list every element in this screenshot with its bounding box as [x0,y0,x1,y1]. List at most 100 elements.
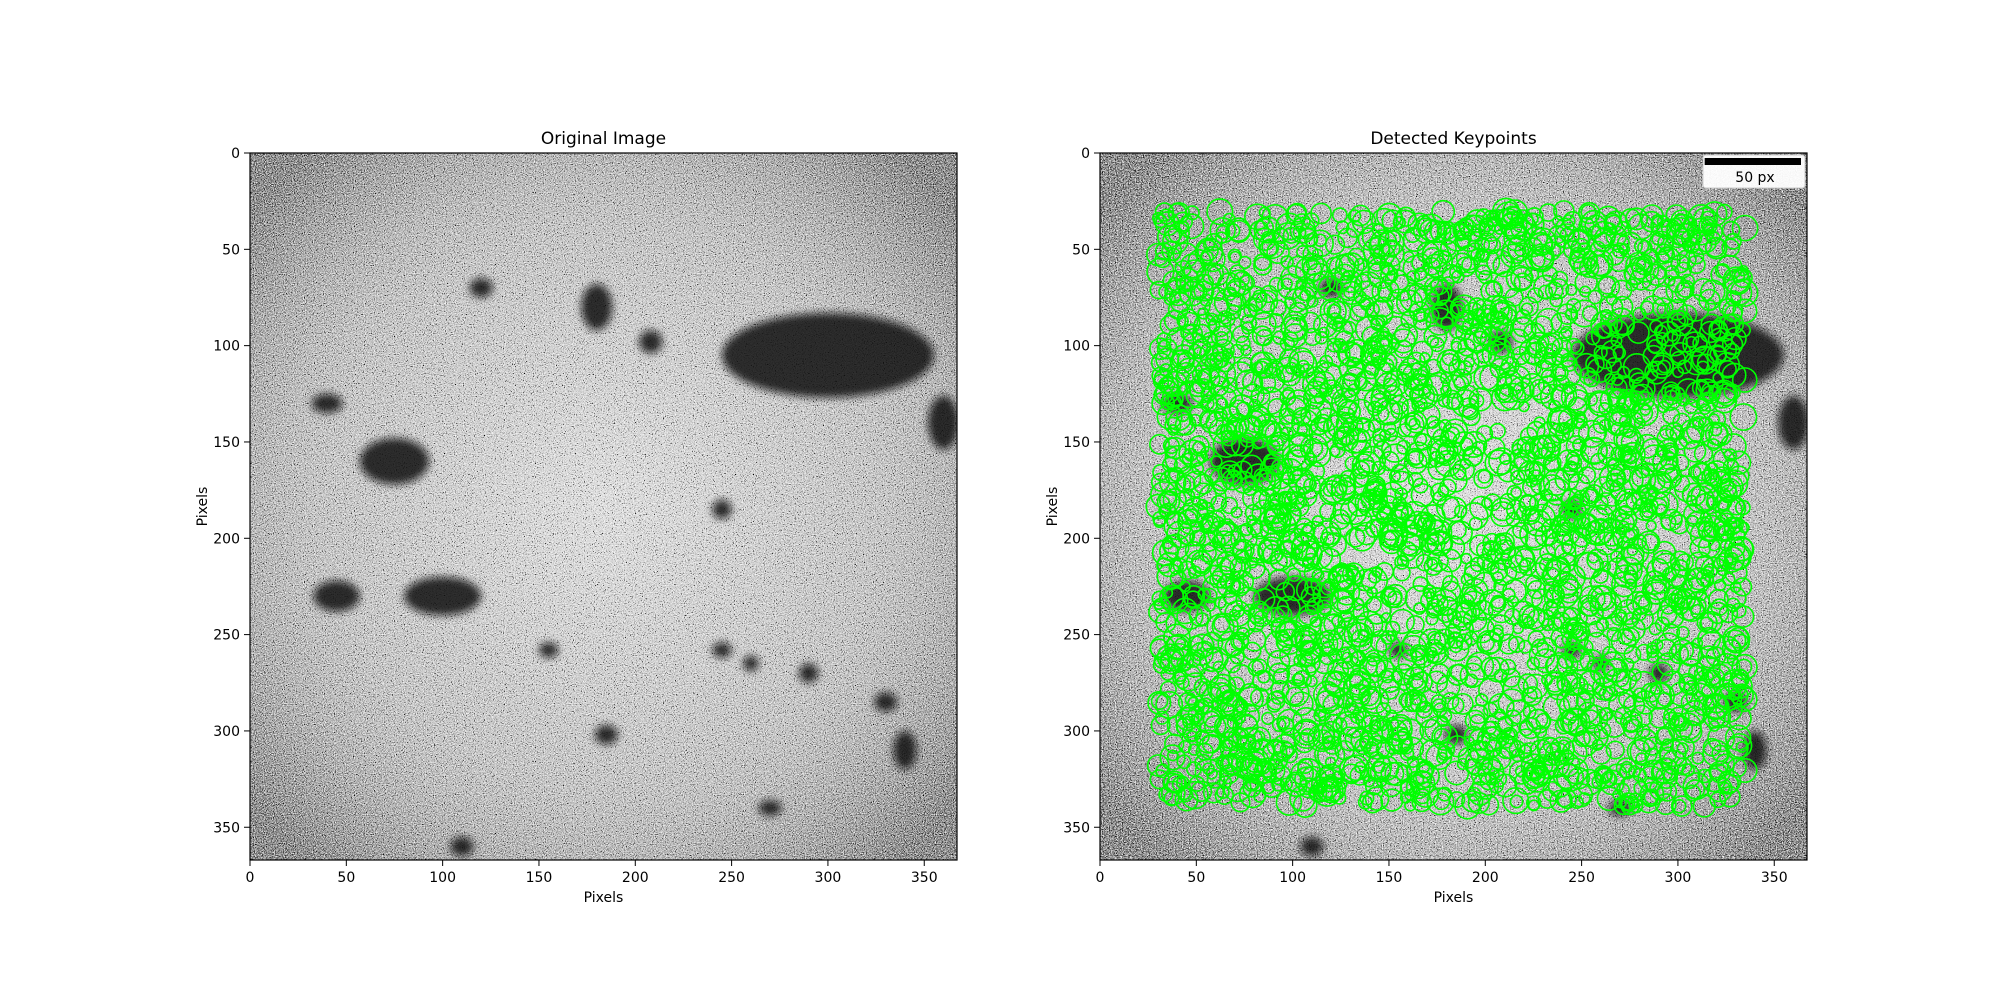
keypoint [1156,643,1185,672]
keypoint [1518,337,1546,365]
keypoint [1723,342,1741,360]
keypoint [1566,228,1590,252]
keypoint [1605,293,1618,306]
keypoint [1374,362,1399,387]
keypoint [1697,626,1722,651]
keypoint [1271,458,1289,476]
keypoint [1401,362,1430,391]
keypoint [1449,297,1471,319]
keypoint [1620,453,1638,471]
keypoint [1300,639,1322,661]
keypoint [1662,406,1681,425]
keypoint [1161,586,1189,615]
keypoint [1205,312,1219,326]
keypoint [1472,330,1487,345]
keypoint [1656,652,1681,676]
keypoint [1395,764,1413,782]
keypoint [1664,563,1688,588]
keypoint [1284,316,1308,340]
dark-region [893,730,917,770]
keypoint [1335,220,1350,235]
keypoint [1363,363,1379,380]
keypoint [1322,414,1350,442]
keypoint [1672,602,1684,615]
keypoint [1516,436,1536,455]
keypoint [1526,656,1541,671]
keypoint [1236,627,1250,641]
keypoint [1538,474,1566,502]
keypoint [1381,209,1404,232]
keypoint [1573,352,1600,379]
keypoint [1484,771,1497,784]
keypoint [1644,360,1669,385]
keypoint [1541,518,1562,539]
original-image-xtick-label: 350 [911,870,938,886]
keypoint [1560,383,1589,411]
keypoint [1459,662,1485,689]
keypoint [1483,493,1502,512]
keypoint [1660,508,1683,532]
keypoint [1518,639,1533,654]
dark-region [538,642,559,658]
keypoint [1245,777,1259,791]
keypoint [1605,357,1622,374]
keypoint [1651,549,1677,575]
keypoint [1718,298,1737,316]
keypoint [1362,596,1392,625]
keypoint [1498,362,1516,379]
keypoints-xtick-label: 350 [1761,870,1788,886]
keypoint [1180,253,1206,279]
keypoint [1313,653,1335,675]
keypoint [1242,641,1262,661]
keypoint [1686,254,1706,274]
keypoint [1448,358,1466,377]
scalebar-label: 50 px [1735,170,1774,186]
keypoint [1349,468,1369,488]
keypoint [1655,458,1681,484]
keypoint [1493,579,1508,593]
keypoint [1442,574,1459,592]
keypoint [1266,698,1282,713]
keypoint [1673,435,1688,451]
keypoint [1698,215,1718,236]
keypoint [1280,539,1296,555]
keypoints-title: Detected Keypoints [1370,129,1537,149]
keypoint [1351,453,1376,477]
keypoint [1641,533,1659,552]
keypoint [1155,347,1180,372]
keypoint [1633,238,1650,254]
dark-region [313,580,360,612]
keypoint [1181,452,1195,465]
keypoint [1170,648,1195,673]
keypoint [1704,236,1728,260]
keypoint [1204,296,1231,324]
keypoint [1176,408,1190,423]
keypoint [1149,769,1170,790]
keypoint [1349,416,1376,443]
keypoint [1537,332,1564,358]
keypoint [1285,203,1307,226]
keypoint [1679,419,1705,444]
keypoint [1304,272,1331,300]
keypoint [1600,444,1615,459]
keypoint [1500,726,1519,745]
keypoint [1423,324,1448,349]
keypoint [1567,396,1588,417]
keypoint [1296,424,1309,436]
keypoint [1723,536,1746,559]
keypoint [1671,799,1687,814]
keypoint [1423,556,1443,576]
keypoint [1683,440,1707,463]
keypoint [1707,538,1721,552]
keypoint [1603,243,1626,266]
keypoint [1279,365,1302,387]
keypoint [1593,721,1612,740]
keypoint [1189,451,1205,467]
keypoint [1492,299,1517,325]
keypoint [1292,718,1320,746]
keypoints-xtick-label: 0 [1096,870,1105,886]
keypoint [1478,794,1500,816]
keypoint [1610,584,1634,609]
keypoint [1668,217,1683,233]
keypoint [1615,428,1640,452]
